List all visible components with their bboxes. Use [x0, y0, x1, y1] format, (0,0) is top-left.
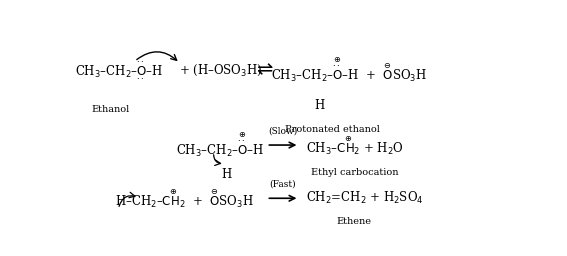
Text: CH$_3$–$\overset{\oplus}{\mathrm{CH}_2}$ + H$_2$O: CH$_3$–$\overset{\oplus}{\mathrm{CH}_2}$…	[306, 134, 404, 156]
Text: $\rightleftharpoons$: $\rightleftharpoons$	[253, 61, 274, 79]
Text: CH$_3$–CH$_2$–$\overset{\cdot\cdot}{\underset{\cdot\cdot}{\mathrm{O}}}$–H: CH$_3$–CH$_2$–$\overset{\cdot\cdot}{\und…	[75, 60, 164, 80]
Text: H–CH$_2$–$\overset{\oplus}{\mathrm{CH}_2}$  +  $\overset{\ominus}{\mathrm{O}}$SO: H–CH$_2$–$\overset{\oplus}{\mathrm{CH}_2…	[115, 187, 253, 210]
Text: H: H	[314, 99, 324, 112]
Text: CH$_2$=CH$_2$ + H$_2$SO$_4$: CH$_2$=CH$_2$ + H$_2$SO$_4$	[306, 190, 424, 206]
Text: + (H–OSO$_3$H): + (H–OSO$_3$H)	[179, 62, 262, 78]
Text: CH$_3$–CH$_2$–$\overset{\oplus}{\overset{\cdot\cdot}{\mathrm{O}}}$–H  +  $\overs: CH$_3$–CH$_2$–$\overset{\oplus}{\overset…	[271, 56, 427, 84]
Text: Protonated ethanol: Protonated ethanol	[285, 125, 380, 134]
Text: CH$_3$–CH$_2$–$\overset{\oplus}{\overset{\cdot\cdot}{\mathrm{O}}}$–H: CH$_3$–CH$_2$–$\overset{\oplus}{\overset…	[176, 131, 265, 159]
Text: H: H	[222, 168, 232, 181]
Text: Ethene: Ethene	[337, 217, 372, 226]
Text: (Slow): (Slow)	[268, 126, 297, 135]
Text: Ethanol: Ethanol	[91, 105, 129, 114]
Text: (Fast): (Fast)	[269, 179, 296, 188]
Text: Ethyl carbocation: Ethyl carbocation	[311, 168, 398, 177]
